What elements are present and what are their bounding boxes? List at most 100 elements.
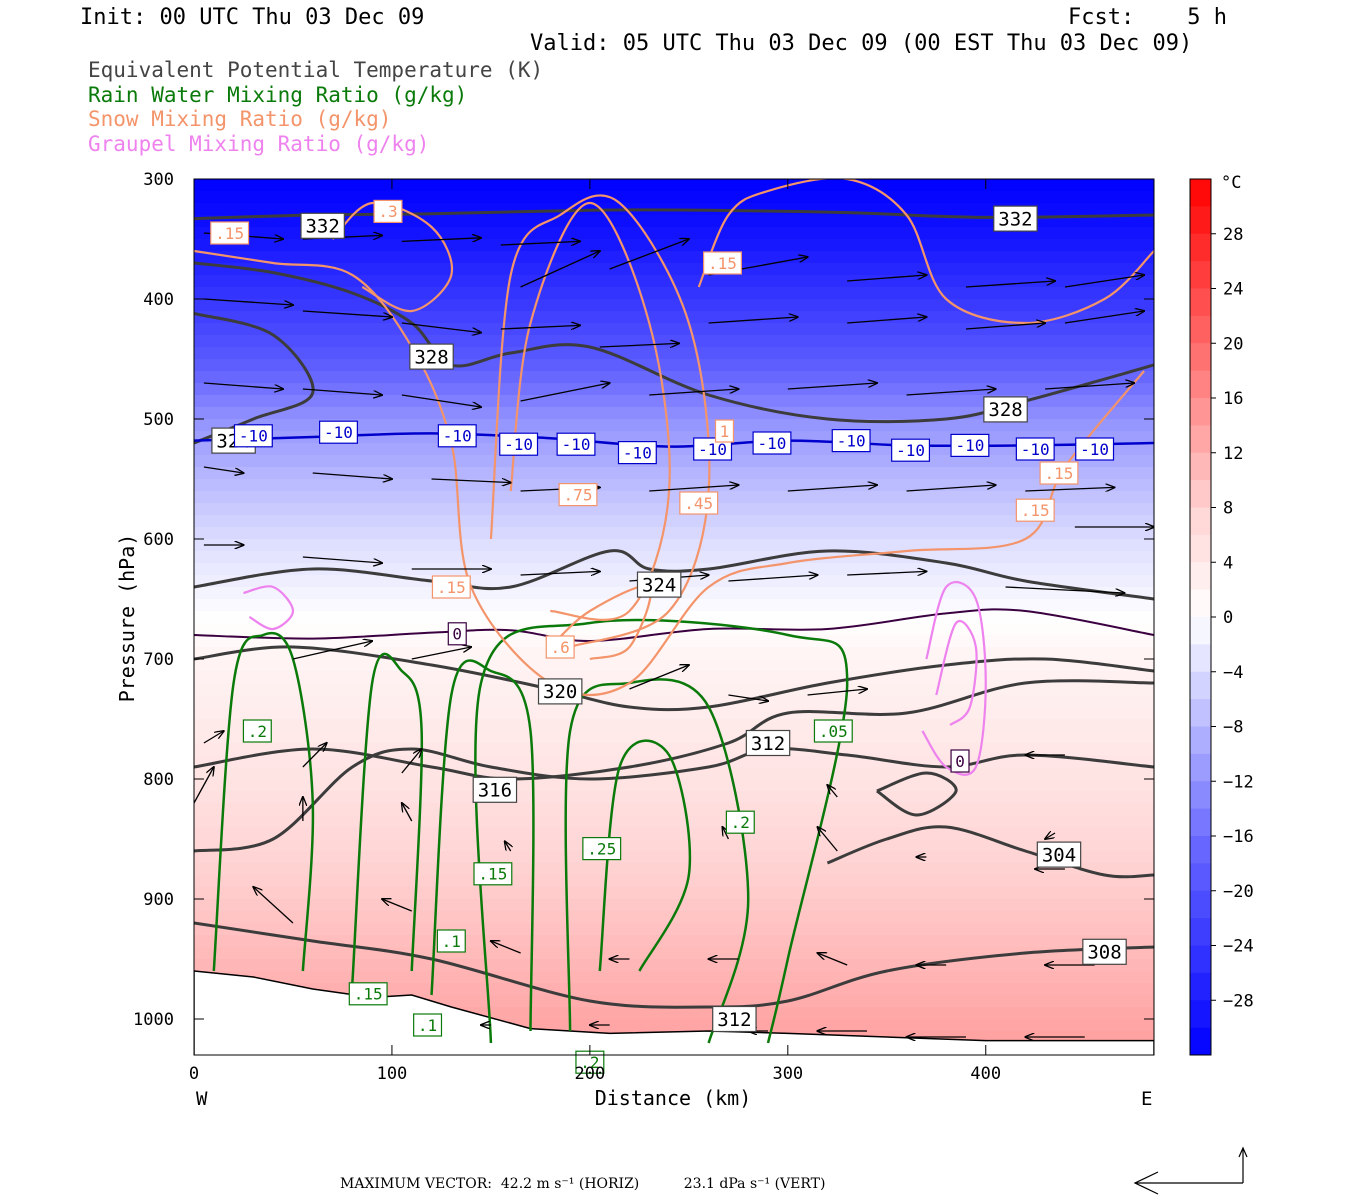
colorbar-swatch xyxy=(1190,480,1211,508)
wind-vector xyxy=(401,322,481,333)
svg-text:.75: .75 xyxy=(564,485,593,504)
temperature-band xyxy=(194,503,1154,516)
contour-label: 320 xyxy=(537,678,583,705)
snow-contour xyxy=(697,179,1154,325)
colorbar-swatch xyxy=(1190,1000,1211,1029)
y-tick-label: 600 xyxy=(143,530,174,550)
colorbar-swatch xyxy=(1190,753,1211,782)
svg-text:328: 328 xyxy=(414,346,448,368)
contour-label: .1 xyxy=(413,1013,443,1037)
svg-text:.1: .1 xyxy=(418,1016,437,1035)
colorbar-tick-label: −28 xyxy=(1223,991,1254,1011)
svg-text:-10: -10 xyxy=(562,435,591,454)
contour-labels: 332 332328328324324320316312312304308-10-… xyxy=(210,199,1127,1074)
colorbar-tick-label: −12 xyxy=(1223,772,1254,792)
contour-label: .1 xyxy=(436,929,466,953)
wind-vector xyxy=(302,556,382,563)
wind-vector xyxy=(728,694,768,701)
wind-vector xyxy=(708,317,798,324)
wind-vector xyxy=(965,323,1045,330)
colorbar-swatch xyxy=(1190,1027,1211,1056)
wind-vector xyxy=(253,887,294,924)
colorbar-swatch xyxy=(1190,781,1211,810)
temperature-band xyxy=(194,275,1154,288)
wind-vector xyxy=(401,749,422,774)
contour-label: .15 xyxy=(1039,461,1079,485)
temperature-shading xyxy=(194,179,1154,1055)
svg-text:.15: .15 xyxy=(478,865,507,884)
x-tick-label: 400 xyxy=(970,1064,1001,1084)
contour-label: .3 xyxy=(373,199,403,223)
svg-text:-10: -10 xyxy=(896,441,925,460)
temperature-band xyxy=(194,695,1154,708)
temperature-band xyxy=(194,215,1154,228)
temperature-band xyxy=(194,683,1154,696)
wind-vector xyxy=(599,343,679,347)
temperature-band xyxy=(194,647,1154,660)
svg-text:.45: .45 xyxy=(684,494,713,513)
colorbar-swatch xyxy=(1190,890,1211,919)
wind-vector xyxy=(401,394,481,407)
wind-vector xyxy=(1064,311,1144,324)
svg-text:-10: -10 xyxy=(1080,440,1109,459)
contour-label: 328 xyxy=(409,343,454,370)
temperature-band xyxy=(194,815,1154,828)
temperature-band xyxy=(194,827,1154,840)
svg-text:.3: .3 xyxy=(378,202,397,221)
temperature-band xyxy=(194,887,1154,900)
contour-label: .15 xyxy=(473,862,513,886)
contour-label: 0 xyxy=(447,622,467,646)
legend-graupel: Graupel Mixing Ratio (g/kg) xyxy=(88,132,430,156)
colorbar-swatch xyxy=(1190,918,1211,946)
temperature-band xyxy=(194,971,1154,984)
contour-label: 332 xyxy=(300,212,345,239)
colorbar-unit: °C xyxy=(1221,173,1241,193)
x-tick-label: 300 xyxy=(772,1064,803,1084)
wind-vector xyxy=(847,317,926,324)
colorbar-swatch xyxy=(1190,452,1211,481)
colorbar-swatch xyxy=(1190,617,1211,645)
temperature-band xyxy=(194,707,1154,720)
contour-label: .15 xyxy=(348,982,388,1006)
contour-label: 316 xyxy=(472,776,518,803)
reference-vector-icon xyxy=(1133,1146,1248,1195)
rain-contour xyxy=(212,631,315,972)
colorbar-tick-label: 16 xyxy=(1223,389,1243,409)
colorbar-tick-label: −4 xyxy=(1223,663,1243,683)
svg-text:-10: -10 xyxy=(504,435,533,454)
wind-vector xyxy=(411,647,471,660)
legend-snow: Snow Mixing Ratio (g/kg) xyxy=(88,107,392,131)
wind-vector xyxy=(302,743,327,768)
svg-text:.15: .15 xyxy=(1045,464,1074,483)
contour-label: -10 xyxy=(891,438,931,462)
contour-label: -10 xyxy=(437,424,477,448)
svg-text:316: 316 xyxy=(478,780,512,802)
temperature-band xyxy=(194,467,1154,480)
svg-text:.6: .6 xyxy=(551,638,570,657)
contour-label: -10 xyxy=(556,432,596,456)
contour-label: 1 xyxy=(714,419,735,443)
y-tick-label: 500 xyxy=(143,410,174,430)
theta-e-contour xyxy=(194,921,1154,1009)
temperature-band xyxy=(194,179,1154,192)
temperature-band xyxy=(194,371,1154,384)
graupel-contour xyxy=(243,585,295,631)
wind-vector xyxy=(500,241,580,245)
temperature-band xyxy=(194,899,1154,912)
wind-vector xyxy=(847,275,926,282)
west-label: W xyxy=(196,1088,208,1110)
temperature-band xyxy=(194,539,1154,552)
temperature-band xyxy=(194,359,1154,372)
contour-label: .15 xyxy=(703,251,742,275)
rain-contour xyxy=(351,652,424,984)
wind-vector xyxy=(505,841,511,852)
temperature-band xyxy=(194,635,1154,648)
svg-text:332: 332 xyxy=(305,216,339,238)
svg-text:-10: -10 xyxy=(623,443,652,462)
legend-rain-water: Rain Water Mixing Ratio (g/kg) xyxy=(88,83,468,107)
svg-text:332: 332 xyxy=(998,208,1032,230)
wind-vector xyxy=(431,479,511,483)
temperature-band xyxy=(194,395,1154,408)
wind-vector xyxy=(787,485,877,492)
svg-text:0: 0 xyxy=(452,625,462,644)
